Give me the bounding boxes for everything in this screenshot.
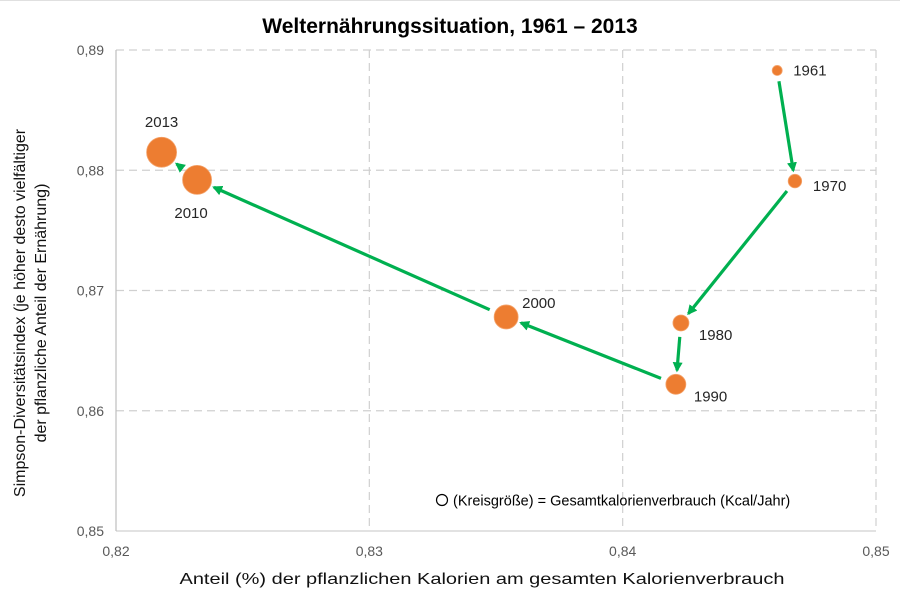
legend-circle-icon (435, 493, 449, 507)
point-label-2010: 2010 (174, 205, 207, 222)
chart-title: Welternährungssituation, 1961 – 2013 (262, 15, 637, 38)
trend-arrow (212, 185, 491, 312)
y-axis-label-line2: der pflanzliche Anteil der Ernährung) (33, 184, 50, 443)
point-label-1961: 1961 (793, 62, 826, 79)
data-point-1980 (672, 314, 690, 332)
arrows (175, 81, 797, 380)
point-label-2000: 2000 (522, 295, 555, 312)
legend-note-text: (Kreisgröße) = Gesamtkalorienverbrauch (… (453, 494, 790, 510)
point-label-1970: 1970 (813, 178, 846, 195)
trend-arrow (777, 81, 797, 173)
trend-arrow (519, 321, 662, 380)
grid (115, 49, 877, 532)
data-point-1961 (771, 65, 783, 76)
x-tick-label: 0,83 (356, 543, 383, 559)
point-labels: 1961 1970 1980 1990 2000 2010 2013 (145, 62, 846, 405)
x-tick-label: 0,85 (862, 543, 889, 559)
y-tick-label: 0,88 (77, 162, 104, 178)
point-label-2013: 2013 (145, 114, 178, 131)
y-axis-label-line1: Simpson-Diversitätsindex (je höher desto… (12, 128, 29, 497)
trend-arrow (672, 336, 683, 373)
y-tick-label: 0,85 (77, 523, 104, 539)
trend-arrow (175, 162, 186, 173)
x-tick-label: 0,82 (102, 543, 129, 559)
data-point-1990 (665, 373, 687, 395)
legend-note: (Kreisgröße) = Gesamtkalorienverbrauch (… (435, 493, 790, 510)
data-point-1970 (787, 173, 803, 189)
y-tick-label: 0,86 (77, 403, 104, 419)
x-tick-label: 0,84 (609, 543, 636, 559)
point-label-1980: 1980 (699, 327, 732, 344)
data-point-2000 (493, 304, 519, 330)
point-label-1990: 1990 (694, 388, 727, 405)
y-tick-label: 0,89 (77, 42, 104, 58)
data-point-2013 (146, 136, 178, 168)
y-tick-label: 0,87 (77, 283, 104, 299)
data-point-2010 (182, 164, 212, 195)
axis-ticks: 0,85 0,86 0,87 0,88 0,89 0,82 0,83 0,84 0,85 (77, 42, 890, 559)
trend-arrow (687, 190, 789, 316)
x-axis-label: Anteil (%) der pflanzlichen Kalorien am … (180, 571, 785, 588)
points (146, 65, 803, 395)
